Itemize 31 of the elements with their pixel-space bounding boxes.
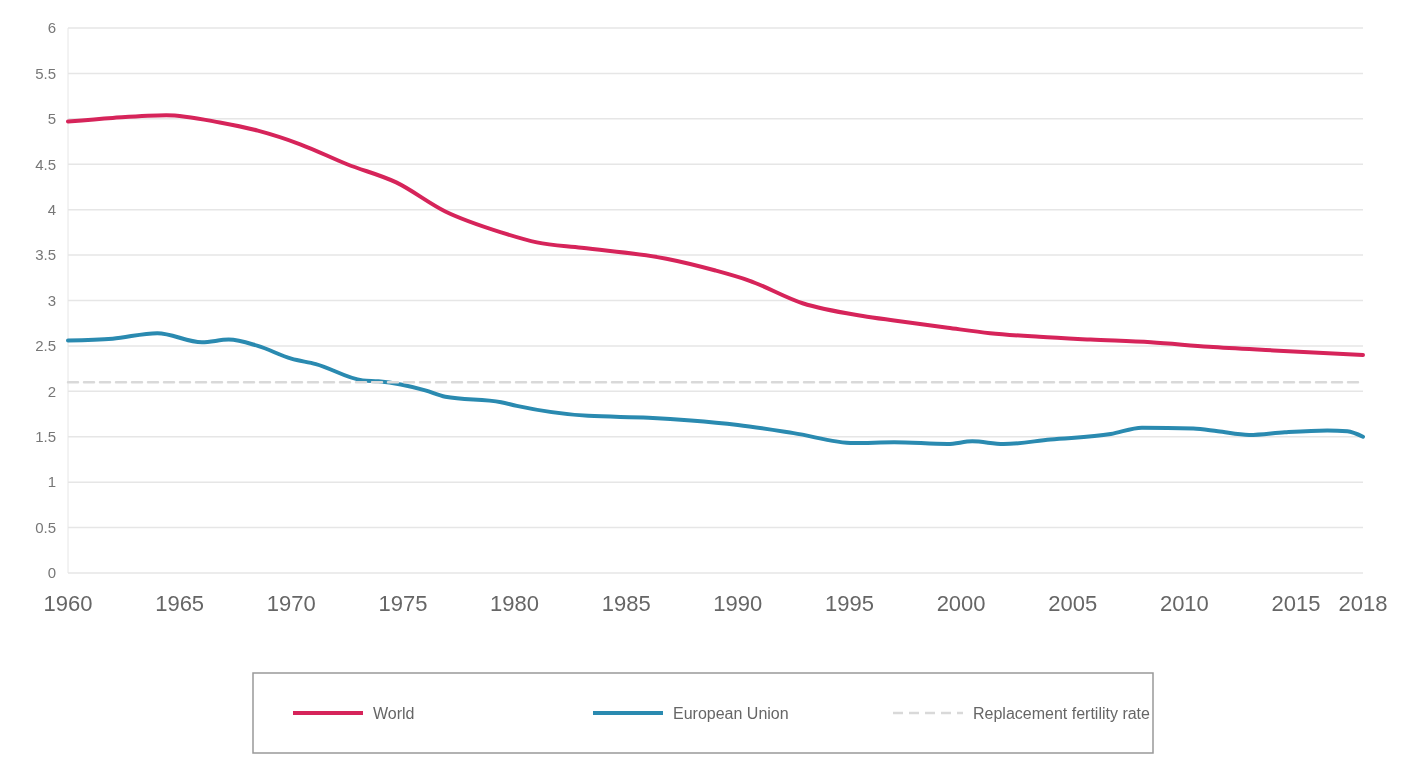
x-tick-label: 1970 bbox=[266, 591, 316, 616]
x-tick-label: 1965 bbox=[155, 591, 205, 616]
y-tick-label: 3.5 bbox=[35, 246, 56, 264]
legend-label: European Union bbox=[673, 704, 789, 722]
legend-label: World bbox=[373, 704, 415, 722]
y-tick-label: 0.5 bbox=[35, 518, 56, 536]
y-tick-label: 2 bbox=[47, 382, 56, 400]
x-tick-label: 2005 bbox=[1048, 591, 1098, 616]
x-tick-label: 2015 bbox=[1271, 591, 1321, 616]
x-tick-label: 1980 bbox=[490, 591, 540, 616]
x-tick-label: 2018 bbox=[1338, 591, 1388, 616]
y-tick-label: 4 bbox=[47, 200, 56, 218]
y-tick-label: 1.5 bbox=[35, 428, 56, 445]
y-tick-label: 0 bbox=[47, 564, 56, 582]
line-series bbox=[66, 331, 1365, 447]
y-tick-label: 6 bbox=[47, 19, 56, 37]
y-tick-label: 3 bbox=[47, 291, 56, 309]
y-tick-label: 2.5 bbox=[35, 337, 56, 355]
x-tick-label: 2000 bbox=[936, 591, 986, 616]
x-tick-label: 1960 bbox=[43, 591, 93, 616]
x-tick-label: 2010 bbox=[1159, 591, 1209, 616]
line-series bbox=[66, 113, 1365, 357]
y-tick-label: 4.5 bbox=[35, 155, 56, 173]
x-tick-label: 1975 bbox=[378, 591, 428, 616]
x-tick-label: 1990 bbox=[713, 591, 763, 616]
legend-label: Replacement fertility rate bbox=[973, 704, 1151, 722]
x-tick-label: 1985 bbox=[601, 591, 651, 616]
y-tick-label: 5.5 bbox=[35, 64, 56, 82]
y-tick-label: 5 bbox=[47, 110, 56, 128]
y-tick-label: 1 bbox=[47, 473, 56, 491]
x-tick-label: 1995 bbox=[824, 591, 874, 616]
